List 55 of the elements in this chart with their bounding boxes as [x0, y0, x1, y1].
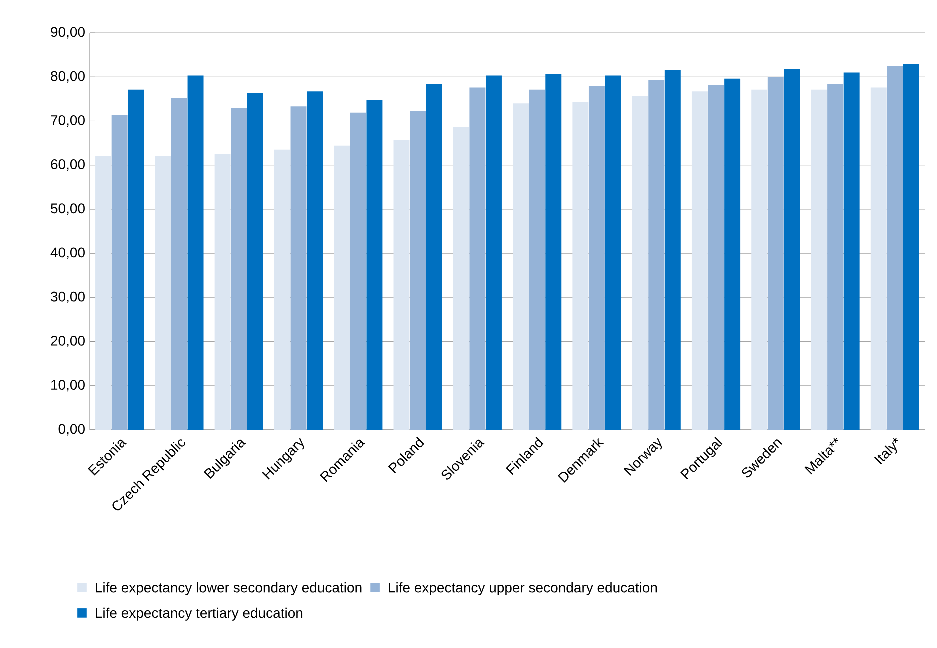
bar	[290, 106, 307, 430]
bar	[410, 111, 426, 430]
y-tick-label: 20,00	[51, 336, 85, 348]
bar	[366, 100, 383, 430]
y-tick-label: 70,00	[51, 115, 85, 128]
y-tick-label: 10,00	[52, 380, 85, 392]
y-tick-label: 90,00	[51, 27, 85, 39]
bar	[887, 66, 904, 430]
bar	[546, 74, 562, 430]
bar	[768, 77, 784, 430]
bar	[870, 88, 887, 430]
bar	[692, 92, 708, 430]
bar	[752, 90, 768, 430]
y-tick-label: 0,00	[58, 424, 85, 436]
bar	[784, 69, 800, 430]
bar	[811, 90, 828, 430]
bar	[648, 80, 665, 430]
bar	[231, 108, 248, 430]
bar	[828, 84, 844, 430]
bar	[453, 127, 470, 430]
bar	[334, 146, 350, 430]
bar	[605, 76, 622, 430]
y-tick-label: 40,00	[50, 248, 85, 260]
bar	[844, 72, 860, 430]
y-tick-label: 50,00	[51, 204, 85, 216]
legend-label: Life expectancy upper secondary education	[389, 582, 658, 596]
y-tick-label: 80,00	[51, 71, 85, 83]
bar	[214, 154, 231, 430]
legend-label: Life expectancy tertiary education	[96, 608, 303, 621]
bar	[529, 90, 546, 430]
bar	[188, 76, 204, 430]
bar	[470, 88, 486, 430]
y-tick-label: 30,00	[51, 292, 85, 304]
bar	[112, 115, 128, 430]
bar	[394, 140, 410, 430]
bar	[274, 150, 290, 430]
bar	[247, 93, 264, 430]
legend-label: Life expectancy lower secondary education	[96, 582, 362, 596]
bar	[572, 102, 589, 430]
bar	[426, 84, 442, 430]
bar	[155, 156, 172, 430]
bar	[486, 76, 502, 430]
bar	[724, 78, 741, 430]
bar	[588, 86, 605, 430]
bar	[632, 96, 648, 430]
bar	[128, 90, 144, 430]
bar	[708, 85, 724, 430]
y-tick-label: 60,00	[51, 160, 85, 172]
bar	[171, 98, 188, 430]
bar	[904, 64, 920, 430]
bar	[664, 70, 681, 430]
bar	[307, 92, 324, 430]
bar	[513, 104, 530, 430]
bar	[350, 112, 366, 430]
bar	[96, 156, 112, 430]
